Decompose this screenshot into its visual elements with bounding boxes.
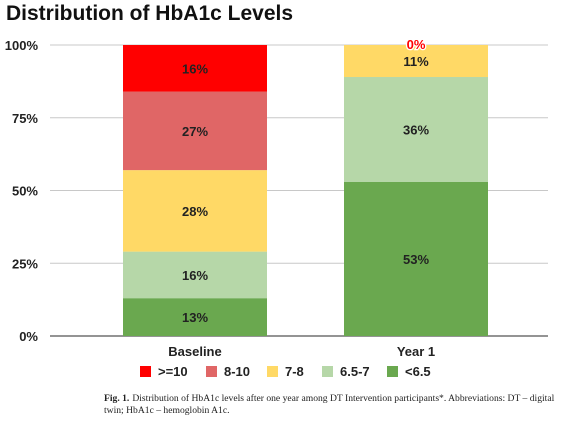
legend-label: >=10	[158, 364, 188, 379]
bar-segment	[123, 91, 267, 171]
data-label: 16%	[182, 268, 208, 283]
bar-segment	[123, 45, 267, 92]
legend-swatch	[206, 366, 217, 377]
data-label: 13%	[182, 310, 208, 325]
chart-plot: 0% 25% 50% 75% 100% 13% 16% 28% 27% 16% Baseline 53…	[5, 36, 548, 379]
y-tick-label: 100%	[5, 38, 39, 53]
data-label: 27%	[182, 124, 208, 139]
legend-swatch	[322, 366, 333, 377]
y-tick-label: 75%	[12, 111, 38, 126]
y-tick-label: 50%	[12, 184, 38, 199]
x-tick-label: Year 1	[397, 344, 435, 359]
legend-label: <6.5	[405, 364, 431, 379]
data-label: 36%	[403, 122, 429, 137]
figure-caption-text: Distribution of HbA1c levels after one y…	[104, 393, 555, 416]
legend-swatch	[267, 366, 278, 377]
data-label: 0%	[407, 37, 426, 52]
bar-segment	[123, 251, 267, 299]
bar-segment	[123, 170, 267, 252]
data-label: 16%	[182, 61, 208, 76]
bar-segment	[344, 77, 488, 182]
data-label: 53%	[403, 252, 429, 267]
data-label: 28%	[182, 204, 208, 219]
bar-segment	[123, 298, 267, 336]
bar-segment	[344, 45, 488, 78]
bar-segment	[344, 181, 488, 336]
figure-label: Fig. 1.	[104, 393, 130, 404]
legend-label: 8-10	[224, 364, 250, 379]
figure-caption: Fig. 1. Distribution of HbA1c levels afte…	[104, 393, 566, 417]
data-label: 11%	[403, 54, 429, 69]
chart-title: Distribution of HbA1c Levels	[6, 2, 294, 25]
legend-label: 7-8	[285, 364, 304, 379]
y-tick-label: 0%	[19, 329, 38, 344]
x-tick-label: Baseline	[168, 344, 221, 359]
legend-label: 6.5-7	[340, 364, 370, 379]
legend-swatch	[140, 366, 151, 377]
y-tick-label: 25%	[12, 256, 38, 271]
legend-swatch	[387, 366, 398, 377]
